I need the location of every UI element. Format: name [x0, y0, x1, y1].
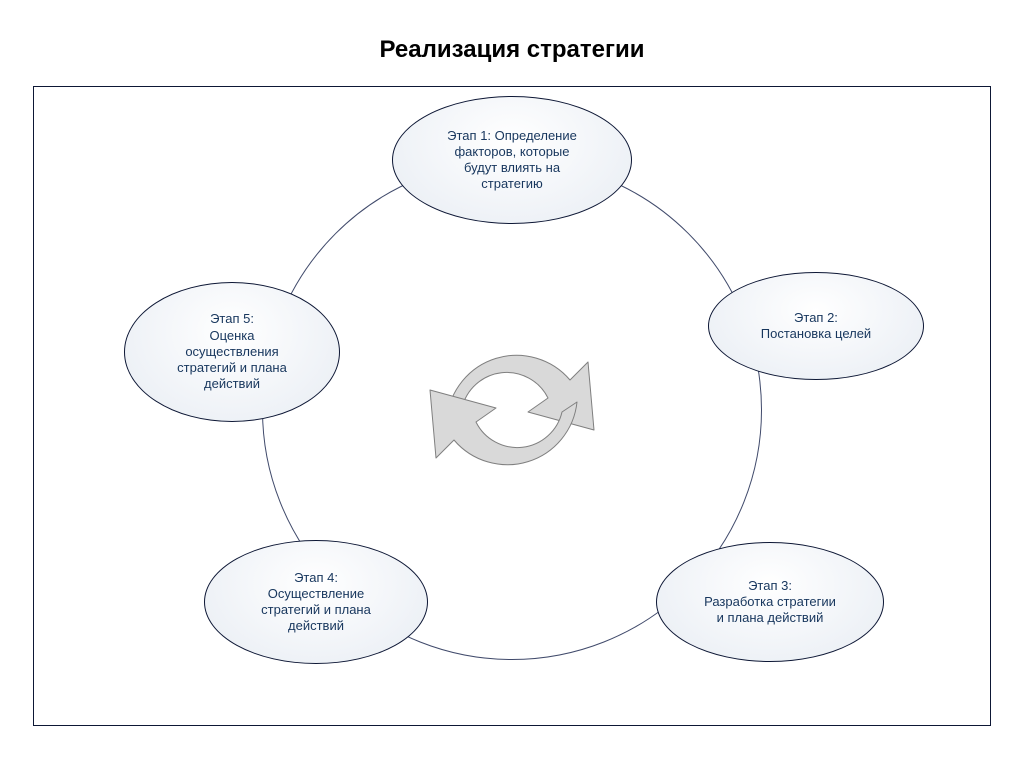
node-stage-1: Этап 1: Определениефакторов, которыебуду… — [392, 96, 632, 224]
cycle-arrows-icon — [392, 290, 632, 530]
node-stage-5: Этап 5:Оценкаосуществлениястратегий и пл… — [124, 282, 340, 422]
node-stage-3: Этап 3:Разработка стратегиии плана дейст… — [656, 542, 884, 662]
page-title: Реализация стратегии — [0, 36, 1024, 64]
node-label: Этап 1: Определениефакторов, которыебуду… — [447, 128, 577, 193]
node-label: Этап 4:Осуществлениестратегий и планадей… — [261, 570, 371, 635]
center-arrows — [392, 290, 632, 535]
node-label: Этап 5:Оценкаосуществлениястратегий и пл… — [177, 311, 287, 392]
node-stage-4: Этап 4:Осуществлениестратегий и планадей… — [204, 540, 428, 664]
node-stage-2: Этап 2:Постановка целей — [708, 272, 924, 380]
node-label: Этап 2:Постановка целей — [761, 310, 871, 343]
page: Реализация стратегии Этап 1: Определение… — [0, 0, 1024, 767]
node-label: Этап 3:Разработка стратегиии плана дейст… — [704, 578, 836, 627]
